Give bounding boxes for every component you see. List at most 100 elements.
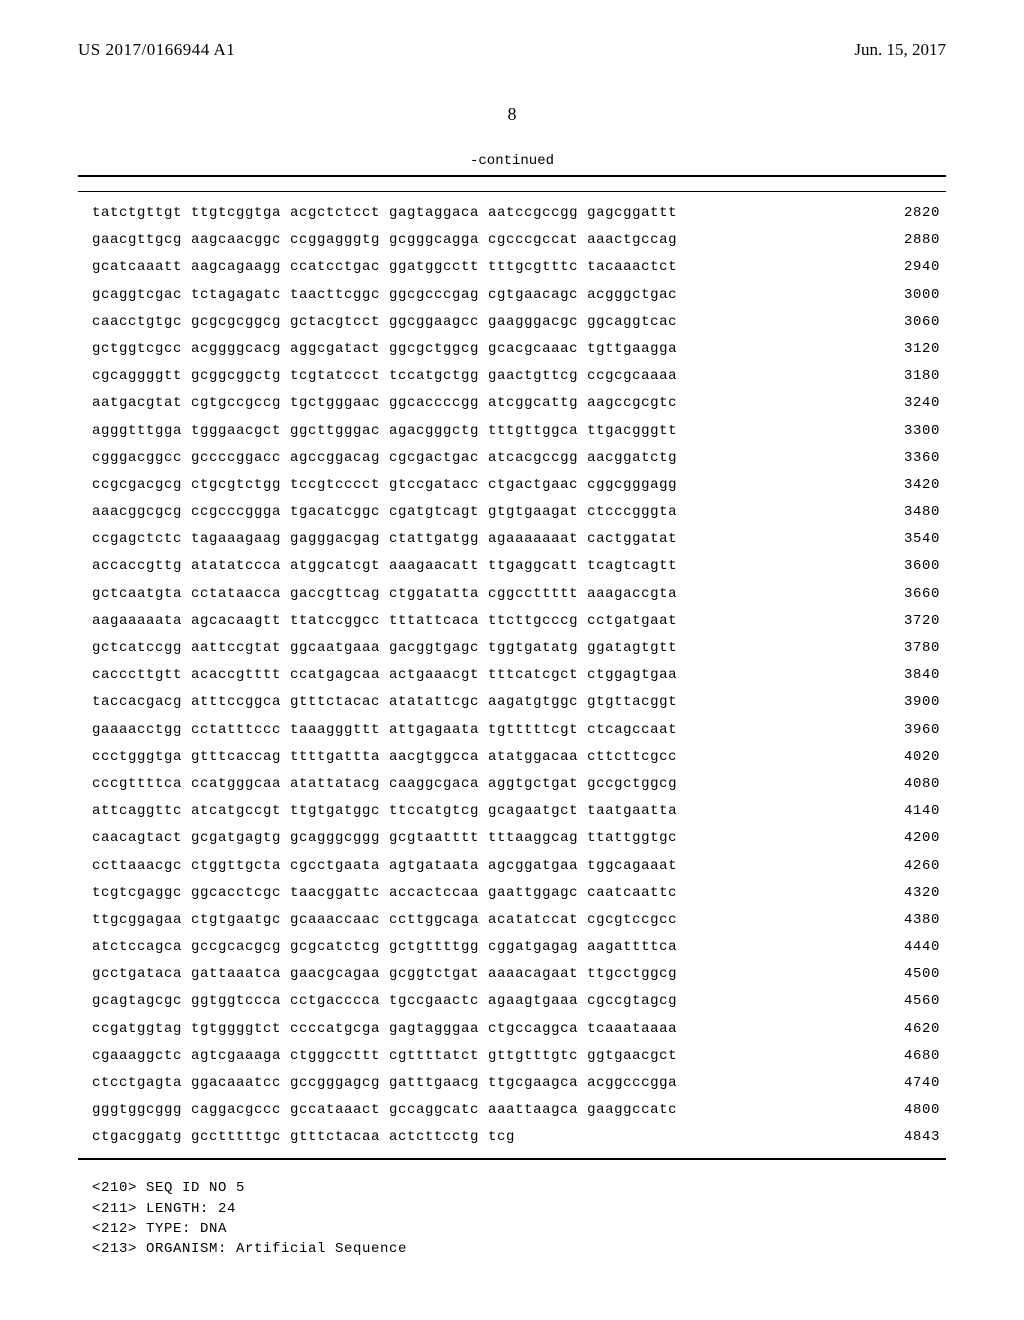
sequence-line: caacctgtgc gcgcgcggcg gctacgtcct ggcggaa…	[78, 315, 946, 329]
sequence-position: 4440	[876, 940, 940, 954]
sequence-text: ccgatggtag tgtggggtct ccccatgcga gagtagg…	[92, 1022, 677, 1036]
sequence-position: 4560	[876, 994, 940, 1008]
sequence-line: gcagtagcgc ggtggtccca cctgacccca tgccgaa…	[78, 994, 946, 1008]
sequence-text: cgggacggcc gccccggacc agccggacag cgcgact…	[92, 451, 677, 465]
sequence-text: accaccgttg atatatccca atggcatcgt aaagaac…	[92, 559, 677, 573]
sequence-text: gcaggtcgac tctagagatc taacttcggc ggcgccc…	[92, 288, 677, 302]
sequence-text: gcagtagcgc ggtggtccca cctgacccca tgccgaa…	[92, 994, 677, 1008]
sequence-text: ctgacggatg gcctttttgc gtttctacaa actcttc…	[92, 1130, 515, 1144]
sequence-block: tatctgttgt ttgtcggtga acgctctcct gagtagg…	[78, 175, 946, 1160]
sequence-line: ctcctgagta ggacaaatcc gccgggagcg gatttga…	[78, 1076, 946, 1090]
sequence-position: 4500	[876, 967, 940, 981]
sequence-position: 3720	[876, 614, 940, 628]
sequence-position: 4740	[876, 1076, 940, 1090]
sequence-line: atctccagca gccgcacgcg gcgcatctcg gctgttt…	[78, 940, 946, 954]
sequence-text: taccacgacg atttccggca gtttctacac atatatt…	[92, 695, 677, 709]
sequence-line: gctggtcgcc acggggcacg aggcgatact ggcgctg…	[78, 342, 946, 356]
sequence-position: 3600	[876, 559, 940, 573]
sequence-text: aaacggcgcg ccgcccggga tgacatcggc cgatgtc…	[92, 505, 677, 519]
sequence-text: caacctgtgc gcgcgcggcg gctacgtcct ggcggaa…	[92, 315, 677, 329]
sequence-line: tcgtcgaggc ggcacctcgc taacggattc accactc…	[78, 886, 946, 900]
sequence-metadata: <210> SEQ ID NO 5 <211> LENGTH: 24 <212>…	[78, 1178, 946, 1259]
sequence-line: ccctgggtga gtttcaccag ttttgattta aacgtgg…	[78, 750, 946, 764]
sequence-line: gggtggcggg caggacgccc gccataaact gccaggc…	[78, 1103, 946, 1117]
sequence-text: ccttaaacgc ctggttgcta cgcctgaata agtgata…	[92, 859, 677, 873]
sequence-position: 3900	[876, 695, 940, 709]
sequence-text: tcgtcgaggc ggcacctcgc taacggattc accactc…	[92, 886, 677, 900]
sequence-position: 4200	[876, 831, 940, 845]
sequence-position: 3240	[876, 396, 940, 410]
page-number: 8	[78, 104, 946, 125]
sequence-line: gcaggtcgac tctagagatc taacttcggc ggcgccc…	[78, 288, 946, 302]
sequence-position: 3420	[876, 478, 940, 492]
sequence-position: 4800	[876, 1103, 940, 1117]
sequence-line: taccacgacg atttccggca gtttctacac atatatt…	[78, 695, 946, 709]
sequence-line: gcatcaaatt aagcagaagg ccatcctgac ggatggc…	[78, 260, 946, 274]
sequence-line: agggtttgga tgggaacgct ggcttgggac agacggg…	[78, 424, 946, 438]
sequence-text: cccgttttca ccatgggcaa atattatacg caaggcg…	[92, 777, 677, 791]
sequence-text: gctggtcgcc acggggcacg aggcgatact ggcgctg…	[92, 342, 677, 356]
sequence-line: ccttaaacgc ctggttgcta cgcctgaata agtgata…	[78, 859, 946, 873]
sequence-position: 3540	[876, 532, 940, 546]
sequence-position: 4380	[876, 913, 940, 927]
sequence-line: ccgcgacgcg ctgcgtctgg tccgtcccct gtccgat…	[78, 478, 946, 492]
sequence-line: cgaaaggctc agtcgaaaga ctgggccttt cgtttta…	[78, 1049, 946, 1063]
sequence-line: caacagtact gcgatgagtg gcagggcggg gcgtaat…	[78, 831, 946, 845]
sequence-text: gcctgataca gattaaatca gaacgcagaa gcggtct…	[92, 967, 677, 981]
sequence-text: gggtggcggg caggacgccc gccataaact gccaggc…	[92, 1103, 677, 1117]
sequence-position: 3660	[876, 587, 940, 601]
sequence-position: 3960	[876, 723, 940, 737]
sequence-line: gcctgataca gattaaatca gaacgcagaa gcggtct…	[78, 967, 946, 981]
sequence-text: atctccagca gccgcacgcg gcgcatctcg gctgttt…	[92, 940, 677, 954]
sequence-text: tatctgttgt ttgtcggtga acgctctcct gagtagg…	[92, 206, 677, 220]
sequence-position: 2880	[876, 233, 940, 247]
sequence-position: 4140	[876, 804, 940, 818]
sequence-text: ttgcggagaa ctgtgaatgc gcaaaccaac ccttggc…	[92, 913, 677, 927]
sequence-position: 4260	[876, 859, 940, 873]
sequence-position: 4680	[876, 1049, 940, 1063]
sequence-position: 3060	[876, 315, 940, 329]
sequence-line: cacccttgtt acaccgtttt ccatgagcaa actgaaa…	[78, 668, 946, 682]
sequence-line: cccgttttca ccatgggcaa atattatacg caaggcg…	[78, 777, 946, 791]
sequence-line: attcaggttc atcatgccgt ttgtgatggc ttccatg…	[78, 804, 946, 818]
header-row: US 2017/0166944 A1 Jun. 15, 2017	[78, 40, 946, 60]
sequence-position: 4620	[876, 1022, 940, 1036]
sequence-position: 4843	[876, 1130, 940, 1144]
sequence-text: ccgcgacgcg ctgcgtctgg tccgtcccct gtccgat…	[92, 478, 677, 492]
sequence-line: gaaaacctgg cctatttccc taaagggttt attgaga…	[78, 723, 946, 737]
sequence-position: 4320	[876, 886, 940, 900]
sequence-position: 3300	[876, 424, 940, 438]
sequence-text: caacagtact gcgatgagtg gcagggcggg gcgtaat…	[92, 831, 677, 845]
sequence-text: attcaggttc atcatgccgt ttgtgatggc ttccatg…	[92, 804, 677, 818]
sequence-line: ccgagctctc tagaaagaag gagggacgag ctattga…	[78, 532, 946, 546]
sequence-text: agggtttgga tgggaacgct ggcttgggac agacggg…	[92, 424, 677, 438]
sequence-line: aagaaaaata agcacaagtt ttatccggcc tttattc…	[78, 614, 946, 628]
sequence-position: 3360	[876, 451, 940, 465]
sequence-text: cgcaggggtt gcggcggctg tcgtatccct tccatgc…	[92, 369, 677, 383]
sequence-line: ccgatggtag tgtggggtct ccccatgcga gagtagg…	[78, 1022, 946, 1036]
sequence-position: 2940	[876, 260, 940, 274]
sequence-text: gctcatccgg aattccgtat ggcaatgaaa gacggtg…	[92, 641, 677, 655]
publication-date: Jun. 15, 2017	[854, 40, 946, 60]
sequence-position: 2820	[876, 206, 940, 220]
sequence-text: gctcaatgta cctataacca gaccgttcag ctggata…	[92, 587, 677, 601]
sequence-text: cacccttgtt acaccgtttt ccatgagcaa actgaaa…	[92, 668, 677, 682]
publication-number: US 2017/0166944 A1	[78, 40, 235, 60]
sequence-line: aatgacgtat cgtgccgccg tgctgggaac ggcaccc…	[78, 396, 946, 410]
sequence-position: 3780	[876, 641, 940, 655]
sequence-text: aagaaaaata agcacaagtt ttatccggcc tttattc…	[92, 614, 677, 628]
sequence-position: 3840	[876, 668, 940, 682]
sequence-line: gaacgttgcg aagcaacggc ccggagggtg gcgggca…	[78, 233, 946, 247]
sequence-line: cgcaggggtt gcggcggctg tcgtatccct tccatgc…	[78, 369, 946, 383]
sequence-position: 3120	[876, 342, 940, 356]
sequence-line: ttgcggagaa ctgtgaatgc gcaaaccaac ccttggc…	[78, 913, 946, 927]
sequence-text: cgaaaggctc agtcgaaaga ctgggccttt cgtttta…	[92, 1049, 677, 1063]
continued-label: -continued	[78, 153, 946, 169]
sequence-text: gaaaacctgg cctatttccc taaagggttt attgaga…	[92, 723, 677, 737]
sequence-position: 3000	[876, 288, 940, 302]
page-root: US 2017/0166944 A1 Jun. 15, 2017 8 -cont…	[0, 0, 1024, 1320]
sequence-line: tatctgttgt ttgtcggtga acgctctcct gagtagg…	[78, 206, 946, 220]
sequence-text: aatgacgtat cgtgccgccg tgctgggaac ggcaccc…	[92, 396, 677, 410]
sequence-text: ccctgggtga gtttcaccag ttttgattta aacgtgg…	[92, 750, 677, 764]
sequence-position: 3180	[876, 369, 940, 383]
